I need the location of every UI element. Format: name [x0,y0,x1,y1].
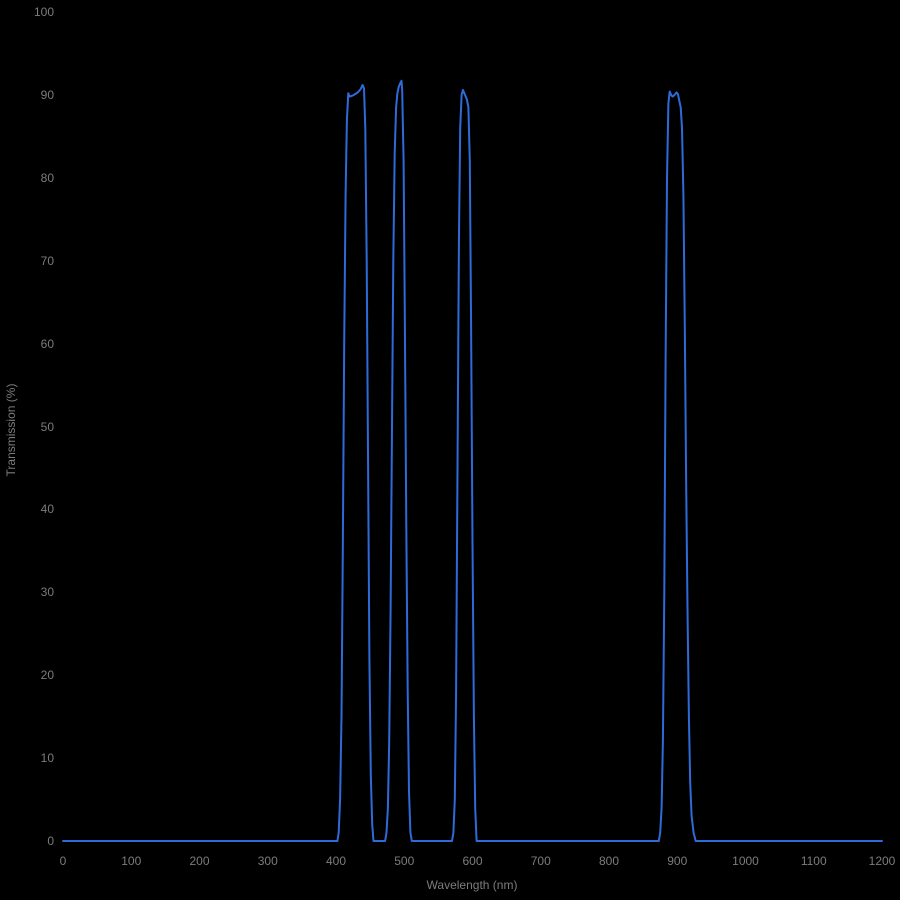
x-axis-title: Wavelength (nm) [426,878,518,892]
y-tick-label: 10 [40,751,54,766]
x-tick-label: 500 [394,854,415,868]
y-tick-label: 70 [40,253,54,268]
x-tick-label: 1200 [868,854,896,868]
y-tick-label: 40 [40,502,54,517]
y-axis-title: Transmission (%) [4,383,18,477]
x-tick-label: 1000 [732,854,759,868]
y-tick-label: 80 [40,170,54,185]
x-tick-label: 600 [462,854,483,868]
x-tick-label: 900 [667,854,688,868]
x-tick-label: 400 [325,854,347,868]
y-tick-label: 0 [47,834,54,848]
x-tick-label: 100 [121,854,142,868]
y-tick-label: 20 [40,668,54,683]
x-tick-label: 0 [59,854,67,868]
y-tick-label: 90 [40,87,54,102]
x-tick-label: 700 [530,854,551,868]
x-tick-label: 1100 [800,854,827,868]
x-tick-label: 800 [598,854,620,868]
y-tick-label: 60 [40,336,54,351]
transmission-curve [62,79,883,842]
y-tick-label: 100 [33,5,54,19]
y-tick-label: 30 [40,585,54,600]
y-tick-label: 50 [40,419,54,434]
x-tick-label: 300 [257,854,278,868]
x-tick-label: 200 [189,854,210,868]
